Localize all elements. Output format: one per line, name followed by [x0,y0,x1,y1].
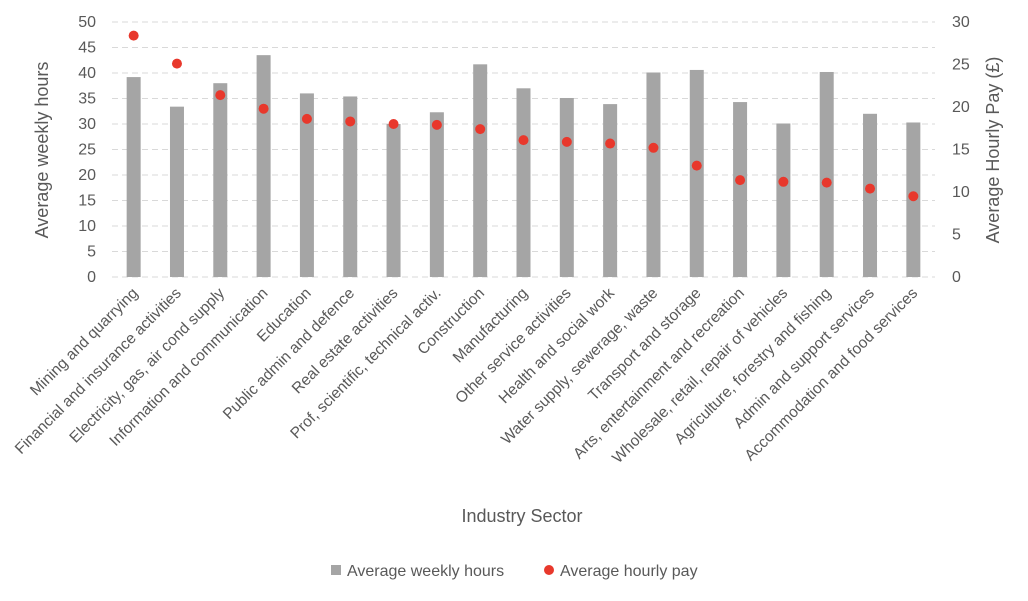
point-pay [345,116,356,127]
bar-hours [603,104,618,277]
bar-hours [473,64,488,277]
legend-swatch-hours [331,565,341,575]
legend-label-pay: Average hourly pay [560,563,698,580]
bar-hours [863,113,878,277]
category-label: Financial and insurance activities [12,285,185,458]
y2-axis-title: Average Hourly Pay (£) [983,57,1003,244]
bar-hours [386,124,401,277]
y-tick-label: 10 [78,218,96,235]
bar-hours [776,123,791,278]
y-tick-label: 45 [78,40,96,57]
y-tick-label: 15 [78,193,96,210]
point-pay [475,124,486,135]
category-label: Manufacturing [450,285,531,366]
point-pay [215,90,226,101]
point-pay [821,177,832,188]
y-tick-label: 25 [78,142,96,159]
category-label: Water supply, sewerage, waste [498,285,661,448]
bar-hours [559,97,574,278]
bar-hours [299,93,314,278]
point-pay [128,30,139,41]
y2-tick-label: 10 [952,184,970,201]
y-tick-label: 30 [78,116,96,133]
bar-hours [213,83,228,277]
y2-tick-label: 0 [952,269,961,286]
point-pay [691,160,702,171]
point-pay [865,183,876,194]
point-pay [778,176,789,187]
point-pay [388,119,399,129]
y-tick-label: 40 [78,65,96,82]
points [128,30,919,202]
legend: Average weekly hours Average hourly pay [331,563,698,580]
y-tick-label: 5 [87,244,96,261]
bar-hours [343,96,358,278]
y-tick-label: 35 [78,91,96,108]
point-pay [648,142,659,153]
x-axis-title: Industry Sector [461,506,582,526]
y2-tick-label: 20 [952,99,970,116]
bar-hours [819,71,834,277]
bar-hours [689,69,704,277]
point-pay [431,119,442,130]
bar-hours [256,55,271,278]
point-pay [735,175,746,186]
category-label: Information and communication [106,285,271,450]
y-tick-label: 0 [87,269,96,286]
point-pay [518,135,529,146]
bar-hours [429,112,444,278]
y2-tick-label: 30 [952,14,970,31]
bars [126,55,921,278]
bar-hours [169,106,184,277]
bar-hours [646,72,661,278]
legend-label-hours: Average weekly hours [347,563,504,580]
point-pay [258,103,269,114]
point-pay [171,58,182,69]
y2-tick-label: 15 [952,142,970,159]
bar-hours [516,88,531,277]
legend-swatch-pay [544,565,554,575]
bar-hours [733,102,748,277]
point-pay [561,136,572,147]
point-pay [301,113,312,124]
point-pay [605,138,616,149]
left-axis-ticks: 0 5 10 15 20 25 30 35 40 45 50 [78,14,96,286]
y2-tick-label: 25 [952,57,970,74]
y-tick-label: 50 [78,14,96,31]
bar-hours [126,77,141,277]
point-pay [908,191,919,202]
y2-tick-label: 5 [952,227,961,244]
category-label: Agriculture, forestry and fishing [671,285,834,448]
y-tick-label: 20 [78,167,96,184]
y-axis-title: Average weekly hours [32,62,52,239]
right-axis-ticks: 0 5 10 15 20 25 30 [952,14,970,286]
